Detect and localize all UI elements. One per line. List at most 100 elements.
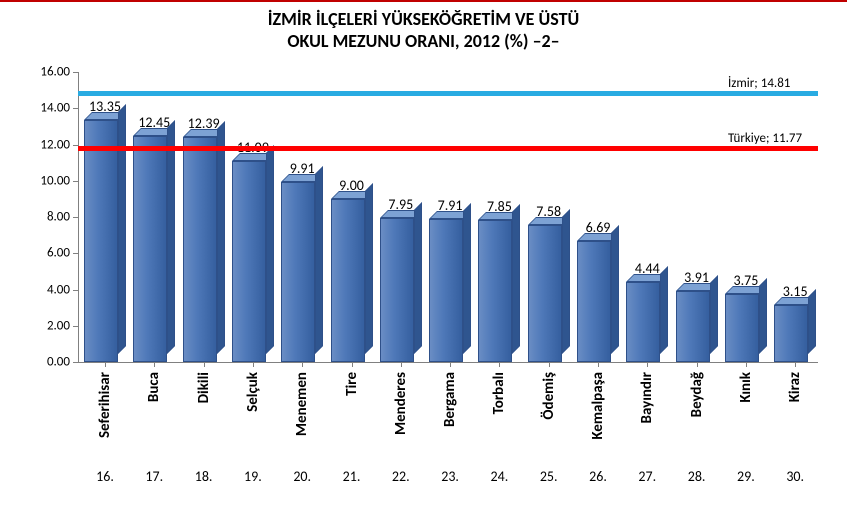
bar-side-face — [365, 183, 373, 354]
bar-side-face — [660, 266, 668, 354]
x-tick-mark — [204, 362, 205, 367]
y-tick-label: 12.00 — [28, 137, 70, 152]
y-tick-label: 0.00 — [28, 355, 70, 370]
x-rank-label: 20. — [293, 468, 311, 485]
x-tick-mark — [302, 362, 303, 367]
x-category-label: Seferihisar — [96, 372, 114, 438]
bar-value-label: 12.39 — [188, 115, 220, 132]
bar-value-label: 9.91 — [290, 160, 315, 177]
bar-side-face — [315, 166, 323, 354]
x-tick-mark — [154, 362, 155, 367]
x-rank-label: 27. — [638, 468, 656, 485]
x-tick-mark — [352, 362, 353, 367]
bar-value-label: 3.75 — [733, 272, 758, 289]
bar: 13.35 — [84, 120, 118, 362]
x-category-label: Ödemiş — [540, 372, 558, 420]
title-line-1: İZMİR İLÇELERİ YÜKSEKÖĞRETİM VE ÜSTÜ — [0, 8, 847, 30]
bar-value-label: 7.58 — [536, 203, 561, 220]
bar-front-face — [528, 225, 562, 362]
bar-front-face — [725, 294, 759, 362]
x-tick-mark — [549, 362, 550, 367]
bar: 9.00 — [331, 199, 365, 362]
x-tick-mark — [795, 362, 796, 367]
bar-front-face — [626, 282, 660, 362]
x-category-label: Kemalpaşa — [589, 372, 607, 440]
bar-value-label: 3.15 — [783, 283, 808, 300]
y-tick-label: 10.00 — [28, 173, 70, 188]
x-tick-mark — [697, 362, 698, 367]
x-category-label: Buca — [145, 372, 163, 402]
bar-side-face — [759, 278, 767, 354]
bar: 6.69 — [577, 241, 611, 362]
x-category-label: Selçuk — [244, 372, 262, 412]
bar: 11.09 — [232, 161, 266, 362]
x-tick-mark — [746, 362, 747, 367]
x-tick-mark — [401, 362, 402, 367]
y-tick-mark — [73, 217, 78, 218]
bar-side-face — [414, 202, 422, 354]
bar-front-face — [429, 219, 463, 362]
plot-area: 13.3512.4512.3911.099.919.007.957.917.85… — [78, 72, 818, 363]
y-tick-mark — [73, 290, 78, 291]
x-rank-label: 23. — [441, 468, 459, 485]
reference-line — [78, 91, 818, 96]
bar-value-label: 4.44 — [635, 259, 660, 276]
y-tick-mark — [73, 145, 78, 146]
x-rank-label: 19. — [244, 468, 262, 485]
x-category-label: Kiraz — [786, 372, 804, 402]
bar: 3.75 — [725, 294, 759, 362]
x-rank-label: 16. — [96, 468, 114, 485]
bar-side-face — [512, 204, 520, 354]
bar-front-face — [676, 291, 710, 362]
y-tick-mark — [73, 181, 78, 182]
bar-side-face — [463, 203, 471, 354]
x-category-label: Torbalı — [490, 372, 508, 414]
bar-value-label: 7.91 — [438, 197, 463, 214]
bar-side-face — [611, 225, 619, 354]
bar: 7.91 — [429, 219, 463, 362]
bar-value-label: 6.69 — [586, 219, 611, 236]
bar-value-label: 12.45 — [138, 114, 170, 131]
y-tick-label: 8.00 — [28, 210, 70, 225]
x-rank-label: 18. — [195, 468, 213, 485]
x-tick-mark — [253, 362, 254, 367]
bar-front-face — [577, 241, 611, 362]
x-rank-label: 29. — [737, 468, 755, 485]
bar-front-face — [478, 220, 512, 362]
bar-side-face — [710, 275, 718, 354]
reference-line-label: Türkiye; 11.77 — [728, 131, 802, 146]
bar-front-face — [281, 182, 315, 362]
reference-line-label: İzmir; 14.81 — [728, 76, 790, 91]
y-tick-mark — [73, 326, 78, 327]
x-tick-mark — [450, 362, 451, 367]
x-rank-label: 17. — [145, 468, 163, 485]
bar: 9.91 — [281, 182, 315, 362]
x-rank-label: 21. — [343, 468, 361, 485]
y-tick-label: 4.00 — [28, 282, 70, 297]
bar-front-face — [232, 161, 266, 362]
y-tick-label: 16.00 — [28, 65, 70, 80]
y-tick-mark — [73, 362, 78, 363]
bar-value-label: 9.00 — [339, 177, 364, 194]
bars-container: 13.3512.4512.3911.099.919.007.957.917.85… — [78, 72, 818, 362]
bar: 3.15 — [774, 305, 808, 362]
x-tick-mark — [598, 362, 599, 367]
bar-front-face — [84, 120, 118, 362]
y-tick-mark — [73, 72, 78, 73]
bar-front-face — [774, 305, 808, 362]
bar-side-face — [562, 209, 570, 354]
bar: 12.39 — [183, 137, 217, 362]
y-tick-label: 6.00 — [28, 246, 70, 261]
x-rank-label: 25. — [540, 468, 558, 485]
x-category-label: Menemen — [293, 372, 311, 436]
top-accent-border — [0, 0, 847, 2]
y-tick-mark — [73, 108, 78, 109]
bar-side-face — [808, 289, 816, 354]
x-category-label: Kınık — [737, 372, 755, 403]
bar-value-label: 3.91 — [684, 269, 709, 286]
bar-front-face — [380, 218, 414, 362]
bar: 12.45 — [133, 136, 167, 362]
bar: 7.85 — [478, 220, 512, 362]
y-tick-mark — [73, 253, 78, 254]
x-tick-mark — [647, 362, 648, 367]
